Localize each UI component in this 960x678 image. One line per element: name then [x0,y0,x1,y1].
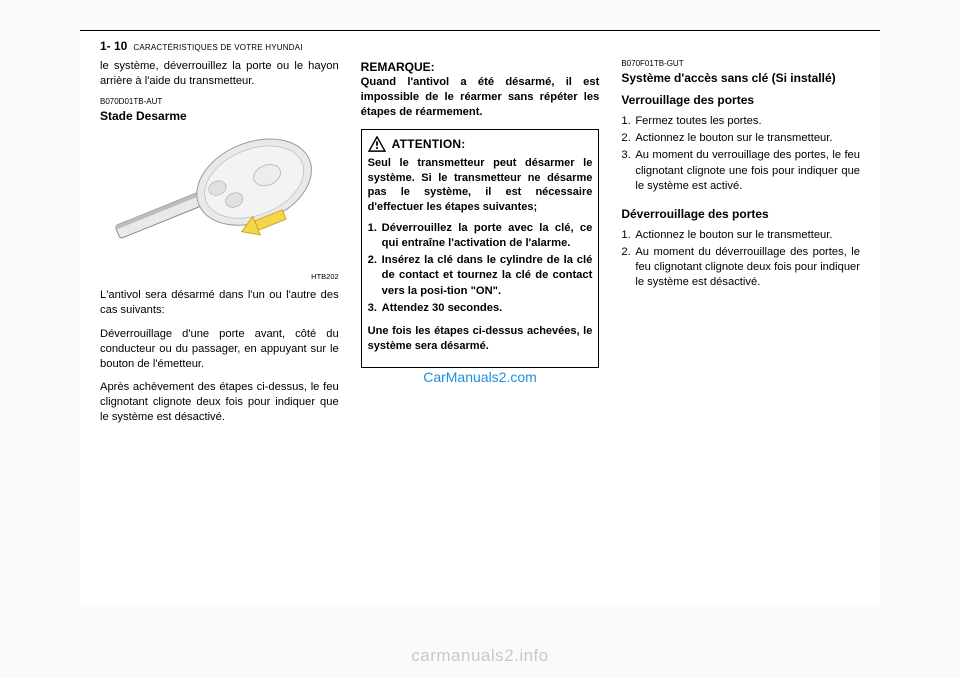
column-2: REMARQUE: Quand l'antivol a été désarmé,… [361,59,600,593]
attention-header: ATTENTION: [368,136,593,152]
attention-step: 3.Attendez 30 secondes. [368,301,593,316]
col3-section-code: B070F01TB-GUT [621,59,860,70]
figure-label: HTB202 [100,272,339,282]
brand-watermark: CarManuals2.com [361,368,600,387]
warning-icon [368,136,386,152]
col1-section-code: B070D01TB-AUT [100,97,339,108]
column-3: B070F01TB-GUT Système d'accès sans clé (… [621,59,860,593]
manual-page: 1- 10 CARACTÉRISTIQUES DE VOTRE HYUNDAI … [80,30,880,605]
attention-step: 1.Déverrouillez la porte avec la clé, ce… [368,221,593,251]
lock-title: Verrouillage des portes [621,92,860,108]
attention-title: ATTENTION: [392,136,466,152]
col1-intro: le système, déverrouillez la porte ou le… [100,59,339,89]
lock-steps: 1.Fermez toutes les portes. 2.Actionnez … [621,114,860,194]
site-footer: carmanuals2.info [0,646,960,666]
remark-title: REMARQUE: [361,59,600,75]
list-item: 2.Au moment du déverrouillage des portes… [621,245,860,290]
key-illustration [100,130,339,270]
col1-p3: Après achèvement des étapes ci-dessus, l… [100,380,339,425]
list-item: 3.Au moment du verrouillage des portes, … [621,148,860,193]
attention-steps: 1.Déverrouillez la porte avec la clé, ce… [368,221,593,316]
column-1: le système, déverrouillez la porte ou le… [100,59,339,593]
list-item: 1.Fermez toutes les portes. [621,114,860,129]
list-item: 1.Actionnez le bouton sur le transmetteu… [621,228,860,243]
col3-section-title: Système d'accès sans clé (Si installé) [621,70,860,86]
attention-p1: Seul le transmetteur peut désarmer le sy… [368,156,593,215]
attention-step: 2.Insérez la clé dans le cylindre de la … [368,253,593,298]
col1-p2: Déverrouillage d'une porte avant, côté d… [100,327,339,372]
remark-body: Quand l'antivol a été désarmé, il est im… [361,75,600,120]
page-header: 1- 10 CARACTÉRISTIQUES DE VOTRE HYUNDAI [100,39,860,53]
page-number: 1- 10 [100,39,127,53]
key-figure [100,130,339,270]
attention-box: ATTENTION: Seul le transmetteur peut dés… [361,129,600,369]
unlock-steps: 1.Actionnez le bouton sur le transmetteu… [621,228,860,290]
col1-section-title: Stade Desarme [100,108,339,124]
content-columns: le système, déverrouillez la porte ou le… [100,59,860,593]
header-section: CARACTÉRISTIQUES DE VOTRE HYUNDAI [133,43,302,52]
attention-p2: Une fois les étapes ci-dessus achevées, … [368,324,593,354]
list-item: 2.Actionnez le bouton sur le transmetteu… [621,131,860,146]
col1-p1: L'antivol sera désarmé dans l'un ou l'au… [100,288,339,318]
unlock-title: Déverrouillage des portes [621,206,860,222]
